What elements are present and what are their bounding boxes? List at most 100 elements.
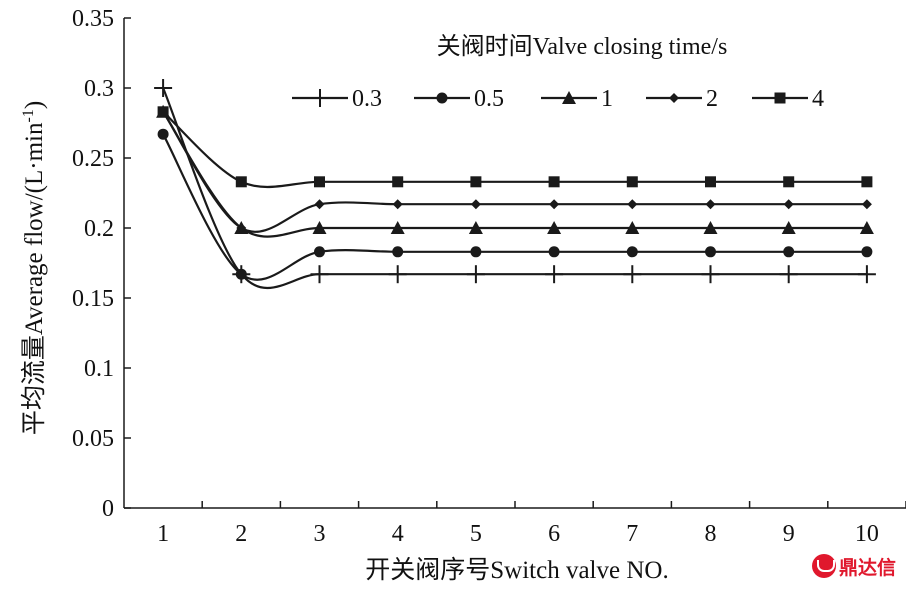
x-tick-label: 4 [392,521,404,547]
data-point-triangle [562,91,576,104]
x-tick-label: 10 [855,521,879,547]
data-point-diamond [236,223,247,233]
data-point-circle [783,246,795,258]
data-point-square [783,176,795,188]
series-0.5 [157,128,873,281]
x-tick-label: 6 [548,521,560,547]
legend-label: 0.5 [474,86,504,112]
data-point-plus [857,265,876,284]
y-tick-label: 0.25 [72,146,114,172]
data-point-plus [311,89,329,107]
series-4 [157,106,873,189]
legend-label: 2 [706,86,718,112]
data-point-diamond [627,199,638,210]
series-line [162,133,867,281]
data-point-square [705,176,716,188]
data-point-triangle [312,221,327,234]
y-tick-label: 0.05 [72,426,114,452]
y-tick-label: 0 [102,496,114,522]
series-2 [158,106,872,233]
x-axis-title: 开关阀序号Switch valve NO. [365,556,668,584]
data-point-plus [310,265,329,284]
y-axis-title-close: ) [21,101,48,109]
data-point-triangle [390,221,405,234]
y-tick-label: 0.35 [72,6,114,32]
data-point-triangle [468,221,483,234]
legend-item-4: 4 [752,86,824,112]
data-point-diamond [470,199,481,210]
data-point-plus [466,265,485,284]
data-point-circle [626,246,638,258]
legend: 关阀时间Valve closing time/s 0.3 0.5 1 2 4 [292,33,824,112]
x-tick-label: 7 [626,521,638,547]
data-point-triangle [547,221,562,234]
x-tick-label: 2 [235,521,247,547]
data-point-circle [314,246,325,258]
svg-text:平均流量Average flow/(L·min-1): 平均流量Average flow/(L·min-1) [20,101,48,435]
legend-item-2: 2 [646,86,718,112]
data-point-circle [548,246,560,258]
data-point-square [235,176,247,188]
watermark-text: 鼎达信 [838,556,896,579]
data-point-square [314,176,325,188]
data-point-square [470,176,482,188]
legend-item-0.5: 0.5 [414,86,504,112]
data-point-circle [470,246,482,258]
axes: 0 0.05 0.1 0.15 0.2 0.25 0.3 0.35 1 2 3 4 5 6 7 8 9 10 [72,6,906,547]
y-axis-title: 平均流量Average flow/(L·min-1) [20,101,48,435]
data-point-plus [779,265,798,284]
data-point-plus [388,265,407,284]
x-tick-label: 8 [705,521,717,547]
y-axis-title-main: 平均流量Average flow/(L·min [20,122,48,435]
series-0.3 [154,79,876,290]
x-tick-label: 5 [470,521,482,547]
data-point-diamond [314,199,325,210]
x-tick-label: 9 [783,521,795,547]
data-point-circle [436,92,448,104]
data-point-square [861,176,873,188]
ddx-logo-icon [811,554,836,578]
series-layer [154,79,876,290]
data-point-plus [154,79,173,97]
data-point-diamond [861,199,872,210]
series-line [162,111,867,238]
data-point-triangle [625,221,640,234]
data-point-diamond [705,199,716,210]
y-tick-label: 0.1 [84,356,114,382]
legend-label: 0.3 [352,86,382,112]
legend-item-0.3: 0.3 [292,86,382,112]
data-point-plus [701,265,720,284]
data-point-triangle [703,221,718,234]
y-tick-label: 0.3 [84,76,114,102]
data-point-square [774,92,786,104]
legend-label: 4 [812,86,824,112]
watermark: 鼎达信 [811,552,896,580]
y-tick-label: 0.15 [72,286,114,312]
series-line [162,111,867,233]
data-point-circle [705,246,716,258]
data-point-diamond [783,199,794,210]
data-point-diamond [669,93,679,103]
data-point-triangle [781,221,796,234]
y-axis-title-superscript: -1 [20,109,37,122]
legend-item-1: 1 [541,86,613,112]
data-point-circle [861,246,873,258]
y-tick-label: 0.2 [84,216,114,242]
series-1 [156,104,874,238]
data-point-square [392,176,404,188]
data-point-diamond [392,199,403,210]
data-point-square [626,176,638,188]
data-point-plus [545,265,564,284]
data-point-circle [235,268,247,280]
data-point-square [548,176,560,188]
x-tick-label: 1 [157,521,169,547]
data-point-circle [392,246,404,258]
data-point-circle [157,128,169,140]
data-point-triangle [859,221,874,234]
legend-label: 1 [601,86,613,112]
x-tick-label: 3 [314,521,326,547]
legend-title: 关阀时间Valve closing time/s [437,33,728,60]
data-point-diamond [549,199,560,210]
data-point-square [157,106,169,118]
